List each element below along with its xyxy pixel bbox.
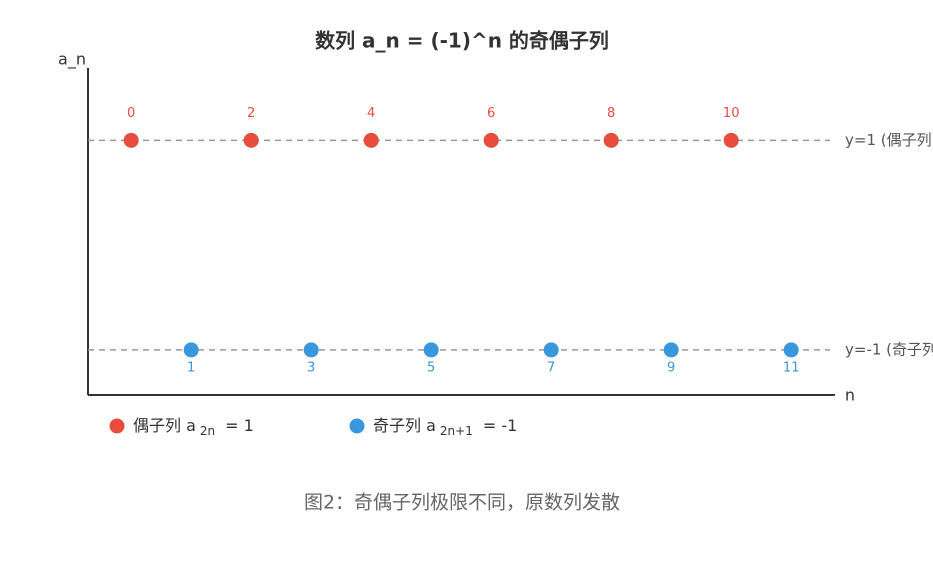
legend-label: 奇子列 a 2n+1 = -1 (373, 416, 517, 438)
point-label: 10 (723, 106, 740, 121)
legend-marker (349, 418, 365, 434)
point-label: 0 (127, 106, 135, 121)
point-label: 4 (367, 106, 375, 121)
legend-label: 偶子列 a 2n = 1 (133, 416, 254, 438)
point-label: 8 (607, 106, 615, 121)
point (123, 132, 139, 148)
legend-subscript: 2n+1 (440, 424, 473, 438)
y-axis-label: a_n (58, 50, 86, 70)
point-label: 5 (427, 360, 435, 375)
chart-title: 数列 a_n = (-1)^n 的奇偶子列 (315, 29, 609, 53)
point (723, 132, 739, 148)
point-label: 11 (783, 360, 800, 375)
point-label: 9 (667, 360, 675, 375)
reference-label: y=1 (偶子列) (845, 131, 933, 149)
legend-name: 偶子列 a (133, 416, 196, 435)
point (183, 342, 199, 358)
point (423, 342, 439, 358)
point (243, 132, 259, 148)
point-label: 1 (187, 360, 195, 375)
legend-suffix: = -1 (483, 416, 517, 435)
legend-marker (109, 418, 125, 434)
point-label: 6 (487, 106, 495, 121)
point (363, 132, 379, 148)
point (303, 342, 319, 358)
point (483, 132, 499, 148)
point (783, 342, 799, 358)
point (603, 132, 619, 148)
point-label: 2 (247, 106, 255, 121)
x-axis-label: n (845, 386, 855, 405)
point-label: 7 (547, 360, 555, 375)
point (663, 342, 679, 358)
legend-subscript: 2n (200, 424, 215, 438)
reference-label: y=-1 (奇子列) (845, 340, 933, 358)
point (543, 342, 559, 358)
legend-name: 奇子列 a (373, 416, 436, 435)
legend-suffix: = 1 (225, 416, 254, 435)
point-label: 3 (307, 360, 315, 375)
caption: 图2：奇偶子列极限不同，原数列发散 (304, 492, 620, 514)
